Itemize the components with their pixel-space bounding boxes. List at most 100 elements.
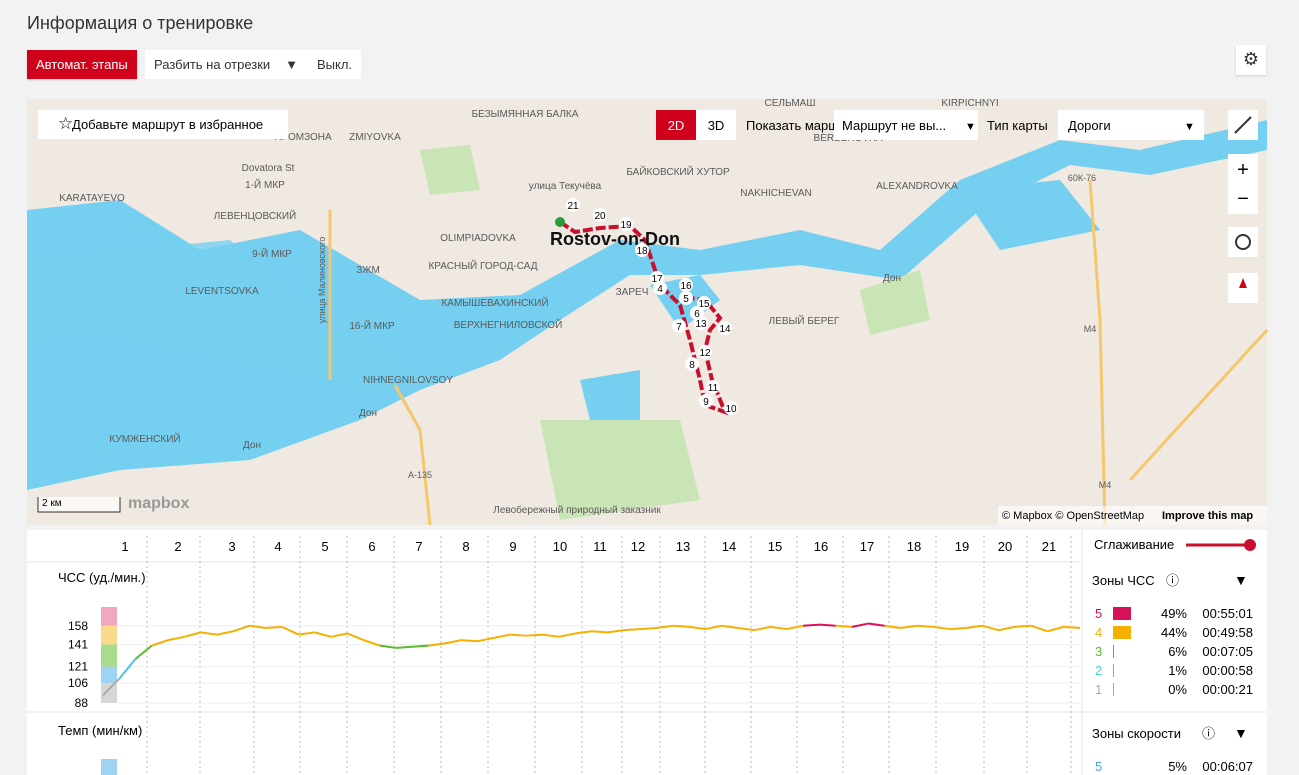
hr-line-segment: [705, 624, 722, 631]
smoothing-label: Сглаживание: [1094, 537, 1174, 552]
slider-handle[interactable]: [1244, 539, 1256, 551]
zone-percent: 0%: [1168, 682, 1187, 697]
attribution-bg: [998, 506, 1267, 525]
zone-band: [101, 666, 117, 684]
map-label: БАЙКОВСКИЙ ХУТОР: [626, 165, 730, 178]
auto-laps-button[interactable]: Автомат. этапы: [27, 50, 137, 79]
lap-number: 15: [768, 539, 782, 554]
hr-line-segment: [884, 624, 902, 629]
map: БЕЗЫМЯННАЯ БАЛКА ZMIYOVKA Dovatora St 1-Й М…: [27, 98, 1269, 526]
lap-number: 20: [998, 539, 1012, 554]
lap-number: 9: [509, 539, 516, 554]
show-route-label[interactable]: Показать маршрут: [746, 118, 858, 133]
hr-title: ЧСС (уд./мин.): [58, 570, 146, 585]
collapse-arrow[interactable]: ▼: [1234, 725, 1248, 741]
map-type-bg: [1058, 110, 1204, 140]
hr-line-segment: [363, 639, 381, 647]
lap-marker-bg: [672, 319, 686, 333]
hr-line-segment: [379, 644, 397, 649]
info-icon[interactable]: ⓘ: [1166, 573, 1179, 588]
speed-percent: 5%: [1168, 759, 1187, 774]
map-label: 9-Й МКР: [252, 247, 292, 260]
lap-number: 14: [722, 539, 736, 554]
map-label: LEVENTSOVKA: [185, 286, 259, 297]
lap-number: 1: [121, 539, 128, 554]
hr-line-segment: [232, 624, 250, 633]
lap-marker: 17: [651, 274, 663, 285]
lap-number: 4: [274, 539, 281, 554]
hr-line-segment: [851, 622, 869, 628]
zone-swatch: [1113, 645, 1114, 658]
hr-line-segment: [917, 624, 934, 628]
map-label: БЕЗЫМЯННАЯ БАЛКА: [472, 109, 579, 120]
road: [328, 179, 1269, 526]
y-tick-label: 141: [68, 638, 88, 652]
map-label: ВЕРХНЕГНИЛОВСКОЙ: [454, 318, 563, 331]
hr-line-segment: [754, 625, 771, 632]
hr-line-segment: [493, 633, 511, 639]
hr-line-segment: [949, 626, 967, 631]
locate-button[interactable]: [1228, 227, 1258, 257]
hr-line-segment: [151, 639, 169, 647]
hr-line-segment: [656, 624, 674, 629]
star-icon: ☆: [58, 114, 73, 133]
map-label: ЛЕВЫЙ БЕРЕГ: [769, 314, 840, 327]
settings-button[interactable]: ⚙: [1236, 45, 1266, 75]
hr-line-segment: [346, 632, 364, 642]
info-icon[interactable]: ⓘ: [1202, 726, 1215, 741]
hr-line-segment: [835, 624, 853, 628]
map-label: ПРОМЗОНА: [274, 132, 332, 143]
lap-marker-bg: [679, 291, 693, 305]
zone-number: 3: [1095, 644, 1102, 659]
map-label: Дон: [883, 273, 901, 284]
route-select[interactable]: Маршрут не вы...: [842, 118, 946, 133]
lap-marker: 6: [694, 309, 700, 320]
lap-marker: 5: [683, 294, 689, 305]
locate-icon: [1235, 234, 1251, 250]
zone-number: 2: [1095, 663, 1102, 678]
lap-marker-bg: [685, 357, 699, 371]
map-label: КРАСНЫЙ ГОРОД-САД: [428, 259, 537, 272]
collapse-arrow[interactable]: ▼: [1234, 572, 1248, 588]
speed-zones-title: Зоны скорости: [1092, 726, 1181, 741]
map-label: M4: [1099, 480, 1112, 490]
map-label: KARATAYEVO: [59, 193, 125, 204]
lap-marker: 18: [636, 246, 648, 257]
lap-number: 3: [228, 539, 235, 554]
off-button[interactable]: Выкл.: [308, 50, 362, 79]
lap-marker: 14: [719, 324, 731, 335]
map-label: NAKHICHEVAN: [740, 188, 812, 199]
map-label: ZMIYOVKA: [349, 132, 401, 143]
lap-marker: 13: [695, 319, 707, 330]
map-label: 1-Й МКР: [245, 178, 285, 191]
map-label: 16-Й МКР: [349, 319, 395, 332]
wetland: [27, 240, 400, 380]
lap-marker-bg: [635, 243, 649, 257]
split-select[interactable]: Разбить на отрезки ▼: [145, 50, 308, 79]
view-2d-button[interactable]: 2D: [668, 118, 685, 133]
zone-band: [101, 607, 117, 626]
hr-line-segment: [689, 625, 706, 631]
lap-marker: 9: [703, 397, 709, 408]
lap-number: 8: [462, 539, 469, 554]
hr-line-segment: [640, 626, 657, 631]
hr-line-segment: [868, 622, 885, 627]
lap-marker-bg: [593, 208, 607, 222]
view-3d-button[interactable]: 3D: [708, 118, 725, 133]
dropdown-arrow: ▼: [965, 121, 976, 133]
lap-number: 19: [955, 539, 969, 554]
hr-line-segment: [200, 631, 218, 636]
hr-zones-title: Зоны ЧСС: [1092, 573, 1155, 588]
map-label: ЛЕВЕНЦОВСКИЙ: [214, 209, 297, 222]
hr-line-segment: [998, 625, 1016, 632]
zone-time: 00:00:21: [1202, 682, 1253, 697]
favorite-button[interactable]: Добавьте маршрут в избранное: [72, 117, 263, 132]
map-type-select[interactable]: Дороги: [1068, 118, 1111, 133]
improve-link[interactable]: Improve this map: [1162, 510, 1253, 522]
zone-time: 00:49:58: [1202, 625, 1253, 640]
dropdown-arrow: ▼: [285, 57, 298, 72]
zoom-buttons[interactable]: [1228, 154, 1258, 214]
hr-line-segment: [102, 678, 120, 696]
hr-line-segment: [737, 626, 755, 632]
